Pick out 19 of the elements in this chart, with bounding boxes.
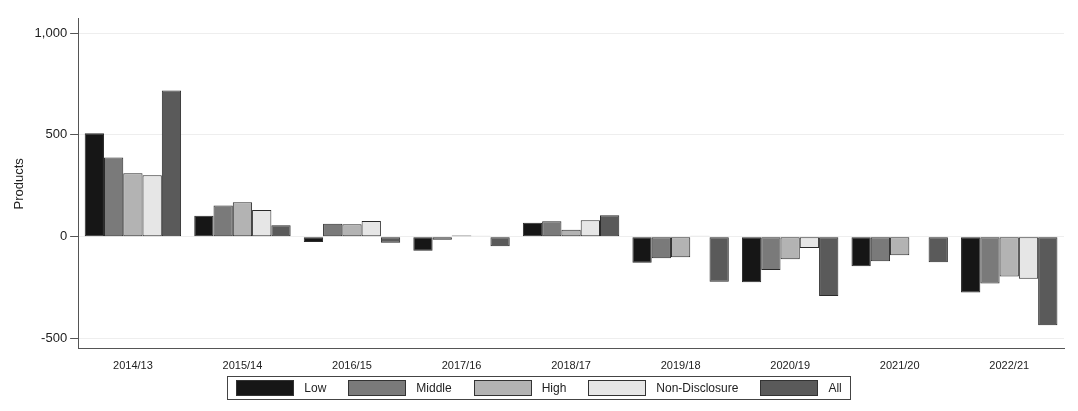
x-tick-label: 2020/19 [770,359,811,372]
x-tick-label: 2017/16 [441,359,482,372]
x-tick-label: 2015/14 [222,359,263,372]
x-tick-label: 2022/21 [989,359,1030,372]
legend-label: Middle [416,381,452,395]
y-tick-label: 1,000 [34,24,68,40]
x-tick-label: 2018/17 [551,359,591,372]
x-tick-label: 2019/18 [660,359,701,372]
y-tick-label: 500 [45,126,68,142]
legend-label: Non-Disclosure [656,381,739,395]
x-tick-label: 2016/15 [332,359,372,372]
legend-label: Low [304,381,327,395]
x-tick-label: 2021/20 [879,359,920,372]
legend-label: All [828,381,842,395]
y-axis-title: Products [11,157,27,210]
x-tick-label: 2014/13 [113,359,153,372]
y-tick-label: -500 [41,330,68,346]
legend-label: High [541,381,567,395]
y-tick-label: 0 [59,228,68,244]
